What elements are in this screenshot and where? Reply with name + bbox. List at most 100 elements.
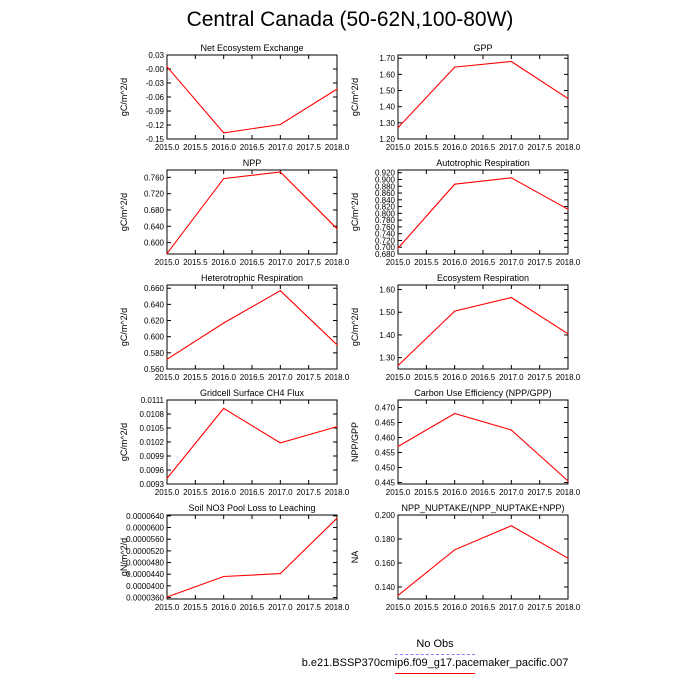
y-tick-label: 0.0000560 (126, 535, 164, 544)
series-line (166, 171, 338, 254)
data-point (336, 344, 338, 346)
panel-8: Carbon Use Efficiency (NPP/GPP) NPP/GPP 20… (350, 388, 581, 497)
x-tick-label: 2015.5 (183, 143, 208, 152)
x-tick-label: 2015.0 (155, 373, 180, 382)
data-point (510, 177, 512, 179)
y-axis-label: gC/m^2/d (119, 78, 129, 116)
x-tick-label: 2017.5 (527, 143, 552, 152)
y-tick-label: 0.820 (375, 203, 396, 212)
x-tick-label: 2016.5 (471, 488, 496, 497)
y-tick-label: 0.0111 (141, 396, 165, 405)
x-tick-label: 2017.0 (268, 488, 293, 497)
y-tick-label: 0.0102 (140, 438, 165, 447)
y-tick-label: 0.640 (144, 300, 165, 309)
x-tick-label: 2017.0 (268, 603, 293, 612)
x-tick-label: 2015.0 (155, 258, 180, 267)
y-tick-label: 0.0000480 (126, 559, 164, 568)
data-point (336, 517, 338, 519)
y-axis-label: gC/m^2/d (119, 193, 129, 231)
data-point (166, 477, 168, 479)
data-point (510, 525, 512, 527)
legend-model-label: b.e21.BSSP370cmip6.f09_g17.pacemaker_pac… (301, 657, 569, 669)
x-tick-label: 2017.0 (499, 143, 524, 152)
y-tick-label: 1.40 (379, 331, 395, 340)
data-point (567, 333, 569, 335)
x-tick-label: 2017.0 (499, 603, 524, 612)
y-tick-label: -0.00 (146, 65, 165, 74)
plot-frame (397, 54, 569, 140)
y-axis-label: NPP/GPP (350, 422, 360, 462)
y-tick-label: 0.720 (375, 236, 396, 245)
x-tick-label: 2018.0 (325, 373, 350, 382)
plot-frame (166, 169, 338, 255)
data-point (567, 557, 569, 559)
y-tick-label: 0.0099 (140, 452, 165, 461)
x-tick-label: 2016.0 (442, 603, 467, 612)
y-tick-label: 0.0000600 (126, 524, 164, 533)
y-tick-label: 0.0105 (140, 424, 165, 433)
series-line (397, 296, 569, 366)
y-axis-label: gC/m^2/d (350, 193, 360, 231)
y-tick-label: 0.720 (144, 190, 165, 199)
figure-title: Central Canada (50-62N,100-80W) (186, 8, 514, 31)
y-tick-label: 0.920 (375, 169, 396, 178)
plot-frame (166, 399, 338, 485)
y-tick-label: 0.600 (144, 333, 165, 342)
data-point (336, 228, 338, 230)
y-tick-label: 0.660 (144, 284, 165, 293)
x-tick-label: 2015.0 (386, 258, 411, 267)
x-tick-label: 2015.5 (183, 373, 208, 382)
y-axis-label: gC/m^2/d (350, 78, 360, 116)
x-tick-label: 2017.5 (296, 603, 321, 612)
y-axis-label: gN/m^2/d (119, 538, 129, 576)
data-point (166, 358, 168, 360)
y-tick-label: 0.0000360 (126, 594, 164, 603)
series-line (397, 412, 569, 482)
data-point (454, 66, 456, 68)
y-tick-label: 1.60 (379, 286, 395, 295)
series-line (166, 407, 338, 479)
panel-title: NPP (243, 158, 262, 168)
y-axis-label: gC/m^2/d (119, 423, 129, 461)
x-tick-label: 2018.0 (556, 603, 581, 612)
y-tick-label: 0.0093 (140, 480, 165, 489)
panel-title: Ecosystem Respiration (437, 273, 529, 283)
y-tick-label: 1.60 (379, 70, 395, 79)
y-tick-label: -0.12 (146, 121, 165, 130)
x-tick-label: 2015.0 (386, 603, 411, 612)
y-tick-label: 0.445 (375, 479, 396, 488)
data-point (279, 573, 281, 575)
data-point (279, 123, 281, 126)
x-tick-label: 2016.0 (211, 603, 236, 612)
x-tick-label: 2015.5 (183, 603, 208, 612)
series-line (166, 517, 338, 598)
x-tick-label: 2015.5 (183, 258, 208, 267)
legend-obs-label: No Obs (416, 638, 454, 650)
panel-6: Ecosystem Respiration gC/m^2/d 2015.0 2015.… (350, 273, 581, 382)
y-tick-label: -0.15 (146, 135, 165, 144)
x-tick-label: 2015.5 (414, 603, 439, 612)
x-tick-label: 2017.5 (296, 488, 321, 497)
y-tick-label: 0.680 (144, 206, 165, 215)
y-tick-label: 0.700 (375, 243, 396, 252)
data-point (397, 364, 399, 367)
y-tick-label: 0.860 (375, 189, 396, 198)
y-tick-label: 1.50 (379, 87, 395, 96)
x-tick-label: 2017.5 (296, 258, 321, 267)
y-tick-label: 0.180 (375, 535, 396, 544)
panel-title: NPP_NUPTAKE/(NPP_NUPTAKE+NPP) (402, 503, 565, 513)
series-line (166, 290, 338, 360)
y-tick-label: 0.840 (375, 196, 396, 205)
data-point (397, 445, 399, 448)
data-point (510, 296, 512, 299)
x-tick-label: 2017.5 (527, 488, 552, 497)
series-line (397, 525, 569, 596)
panel-title: Soil NO3 Pool Loss to Leaching (188, 503, 315, 513)
series-line (397, 60, 569, 129)
series-line (166, 66, 338, 134)
